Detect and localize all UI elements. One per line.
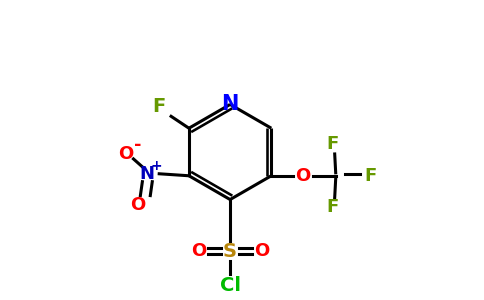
Text: Cl: Cl xyxy=(220,276,241,295)
Text: O: O xyxy=(295,167,311,185)
Text: F: F xyxy=(152,97,166,116)
Text: O: O xyxy=(130,196,145,214)
Text: F: F xyxy=(364,167,377,185)
Text: N: N xyxy=(221,94,239,114)
Text: O: O xyxy=(118,145,133,163)
Text: +: + xyxy=(151,159,162,173)
Text: F: F xyxy=(327,199,339,217)
Text: O: O xyxy=(191,242,206,260)
Text: -: - xyxy=(134,136,141,154)
Text: N: N xyxy=(140,165,155,183)
Text: O: O xyxy=(254,242,270,260)
Text: S: S xyxy=(223,242,237,261)
Text: F: F xyxy=(327,135,339,153)
